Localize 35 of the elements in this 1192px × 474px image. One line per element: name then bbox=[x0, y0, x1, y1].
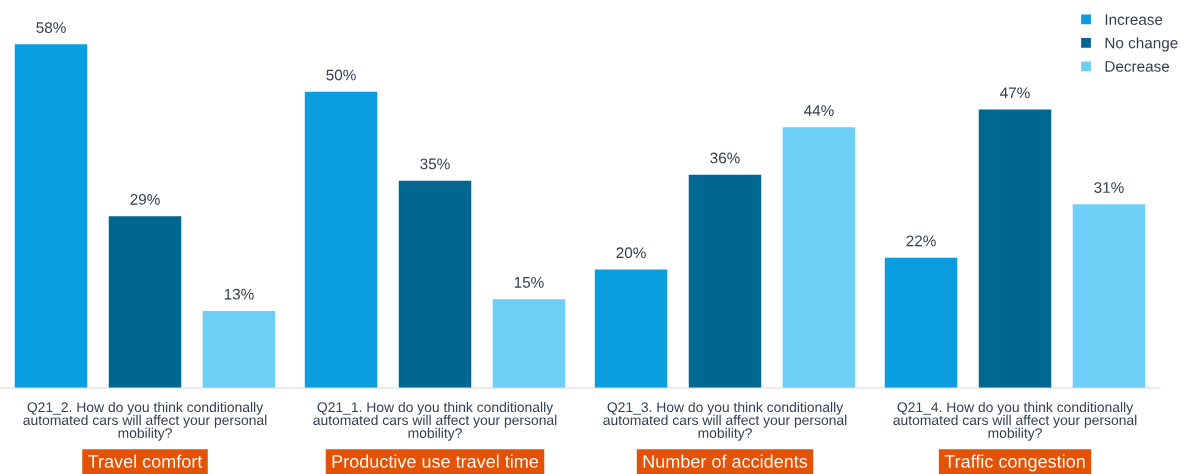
data-label: 13% bbox=[224, 288, 254, 300]
data-label: 44% bbox=[804, 105, 834, 116]
bar bbox=[304, 91, 378, 388]
data-label: 20% bbox=[616, 247, 646, 259]
text: Productive use travel time bbox=[332, 454, 539, 468]
data-label: 15% bbox=[514, 277, 544, 288]
legend-label: No change bbox=[1105, 37, 1178, 52]
bar bbox=[1072, 204, 1146, 388]
x-tick-label: Q21_2. How do you think conditionally automated cars will affect your personal mobility? bbox=[23, 401, 267, 441]
data-label: 36% bbox=[710, 152, 740, 164]
bar bbox=[594, 269, 668, 388]
bar bbox=[688, 174, 762, 388]
data-label: 35% bbox=[420, 158, 450, 170]
text: Travel comfort bbox=[88, 454, 203, 468]
text: Traffic congestion bbox=[944, 454, 1085, 472]
bar bbox=[202, 310, 276, 388]
data-label: 47% bbox=[1000, 87, 1030, 99]
x-tick-label: Q21_4. How do you think conditionally automated cars will affect your personal mobility? bbox=[893, 401, 1137, 441]
x-tick-label: Q21_3. How do you think conditionally automated cars will affect your personal mobility? bbox=[603, 401, 847, 441]
bar bbox=[14, 44, 88, 388]
bar bbox=[884, 257, 958, 388]
legend-label: Decrease bbox=[1105, 61, 1170, 72]
bar bbox=[782, 127, 856, 388]
text: Number of accidents bbox=[643, 454, 808, 468]
data-label: 29% bbox=[130, 194, 160, 205]
bar bbox=[398, 180, 472, 388]
bar bbox=[108, 216, 182, 388]
data-label: 22% bbox=[906, 235, 936, 247]
legend-label: Increase bbox=[1105, 14, 1163, 25]
data-label: 31% bbox=[1094, 182, 1124, 193]
x-tick-label: Q21_1. How do you think conditionally automated cars will affect your personal mobility? bbox=[313, 401, 557, 441]
data-label: 58% bbox=[36, 22, 66, 34]
bar bbox=[978, 109, 1052, 388]
bar bbox=[492, 299, 566, 388]
data-label: 50% bbox=[326, 69, 356, 81]
